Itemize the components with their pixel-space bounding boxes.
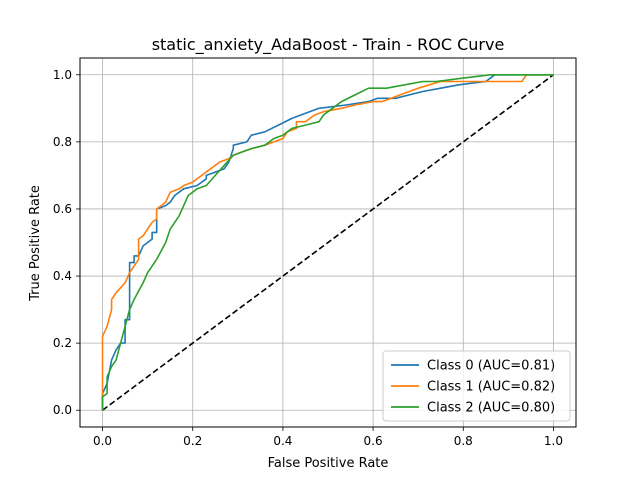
y-axis-label: True Positive Rate (28, 185, 43, 302)
roc-line-class-0 (101, 74, 554, 411)
y-tick-label: 0.8 (53, 135, 72, 149)
x-tick-label: 0.6 (364, 434, 383, 448)
legend-entry-label: Class 0 (AUC=0.81) (427, 359, 555, 374)
roc-line-class-1 (101, 74, 554, 411)
x-tick-label: 1.0 (544, 434, 563, 448)
y-tick-label: 0.6 (53, 202, 72, 216)
legend: Class 0 (AUC=0.81) Class 1 (AUC=0.82) Clas… (382, 350, 571, 422)
plot-frame (79, 57, 577, 428)
x-tick-label: 0.0 (93, 434, 112, 448)
legend-box (382, 350, 571, 422)
x-axis-ticks: 0.0 0.2 0.4 0.6 0.8 1.0 (93, 427, 563, 448)
legend-entry-label: Class 1 (AUC=0.82) (427, 380, 555, 395)
y-tick-label: 0.0 (53, 403, 72, 417)
legend-entry-label: Class 2 (AUC=0.80) (427, 401, 555, 416)
series-group (101, 74, 554, 411)
x-tick-label: 0.8 (454, 434, 473, 448)
x-axis-label: False Positive Rate (268, 456, 389, 471)
y-tick-label: 0.2 (53, 336, 72, 350)
x-tick-label: 0.2 (183, 434, 202, 448)
grid (80, 58, 576, 427)
y-tick-label: 1.0 (53, 68, 72, 82)
roc-line-class-2 (101, 74, 554, 411)
reference-line-group (102, 74, 554, 411)
y-tick-label: 0.4 (53, 269, 72, 283)
chart-title: static_anxiety_AdaBoost - Train - ROC Cu… (152, 35, 505, 55)
chance-reference-line (102, 74, 554, 411)
x-tick-label: 0.4 (273, 434, 292, 448)
y-axis-ticks: 0.0 0.2 0.4 0.6 0.8 1.0 (53, 68, 80, 417)
